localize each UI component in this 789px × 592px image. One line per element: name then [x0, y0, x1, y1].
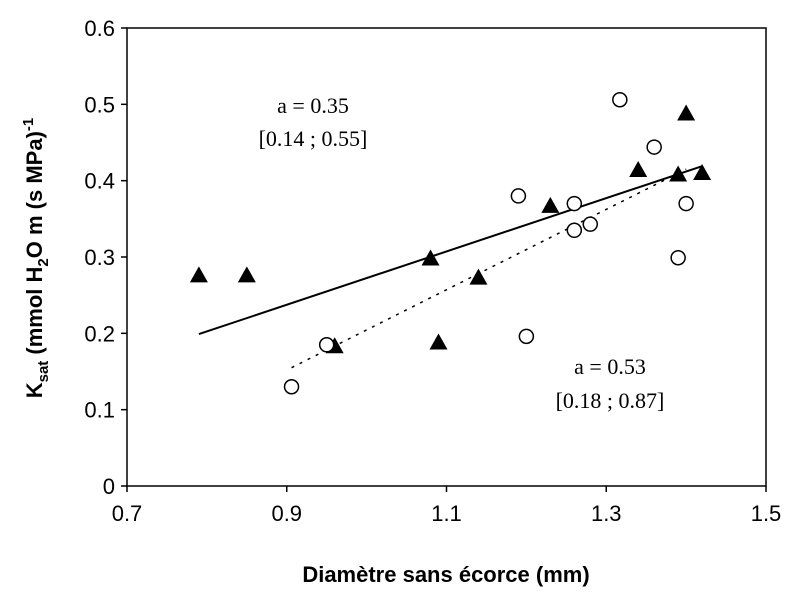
y-tick-label: 0.2: [84, 321, 115, 346]
circle-point: [318, 337, 335, 353]
y-axis-title: Ksat (mmol H2O m (s MPa)-1: [20, 118, 52, 399]
circle-point: [518, 328, 535, 345]
plot-frame: [126, 27, 767, 487]
annotation-ci-triangles: [0.14 ; 0.55]: [259, 126, 368, 151]
data-points: [189, 92, 712, 395]
y-tick-label: 0.3: [84, 245, 115, 270]
triangle-point: [237, 266, 256, 283]
circle-point: [582, 216, 599, 232]
y-tick-label: 0.1: [84, 398, 115, 423]
x-axis-ticks: 0.7 0.9 1.1 1.3 1.5: [112, 486, 782, 526]
y-tick-label: 0.5: [84, 92, 115, 117]
triangle-point: [429, 333, 448, 350]
annotation-slope-triangles: a = 0.35: [277, 93, 349, 118]
y-axis-ticks: 0 0.1 0.2 0.3 0.4 0.5 0.6: [84, 16, 127, 499]
circle-point: [510, 188, 527, 204]
x-tick-label: 1.3: [591, 501, 622, 526]
x-axis-title: Diamètre sans écorce (mm): [302, 562, 589, 587]
triangle-point: [677, 104, 696, 121]
regression-line-dotted: [291, 168, 687, 369]
regression-lines: [198, 165, 703, 369]
triangle-point: [629, 160, 648, 177]
circle-point: [566, 195, 583, 212]
circle-point: [670, 250, 686, 266]
circle-point: [566, 222, 583, 239]
circle-point: [283, 379, 300, 395]
circle-point: [646, 139, 662, 155]
regression-line-solid: [198, 165, 703, 336]
triangle-point: [669, 165, 688, 182]
annotation-slope-circles: a = 0.53: [574, 354, 646, 379]
y-tick-label: 0.6: [84, 16, 115, 41]
circle-point: [678, 195, 694, 212]
triangle-point: [469, 268, 488, 285]
x-tick-label: 0.7: [112, 501, 143, 526]
triangle-point: [421, 249, 440, 266]
y-tick-label: 0: [103, 474, 115, 499]
triangle-point: [693, 164, 712, 181]
x-tick-label: 1.5: [751, 501, 782, 526]
y-tick-label: 0.4: [84, 169, 115, 194]
triangle-point: [189, 266, 208, 283]
x-tick-label: 1.1: [431, 501, 462, 526]
circle-point: [612, 92, 628, 108]
triangle-point: [541, 196, 560, 213]
annotation-ci-circles: [0.18 ; 0.87]: [556, 388, 665, 413]
x-tick-label: 0.9: [271, 501, 302, 526]
